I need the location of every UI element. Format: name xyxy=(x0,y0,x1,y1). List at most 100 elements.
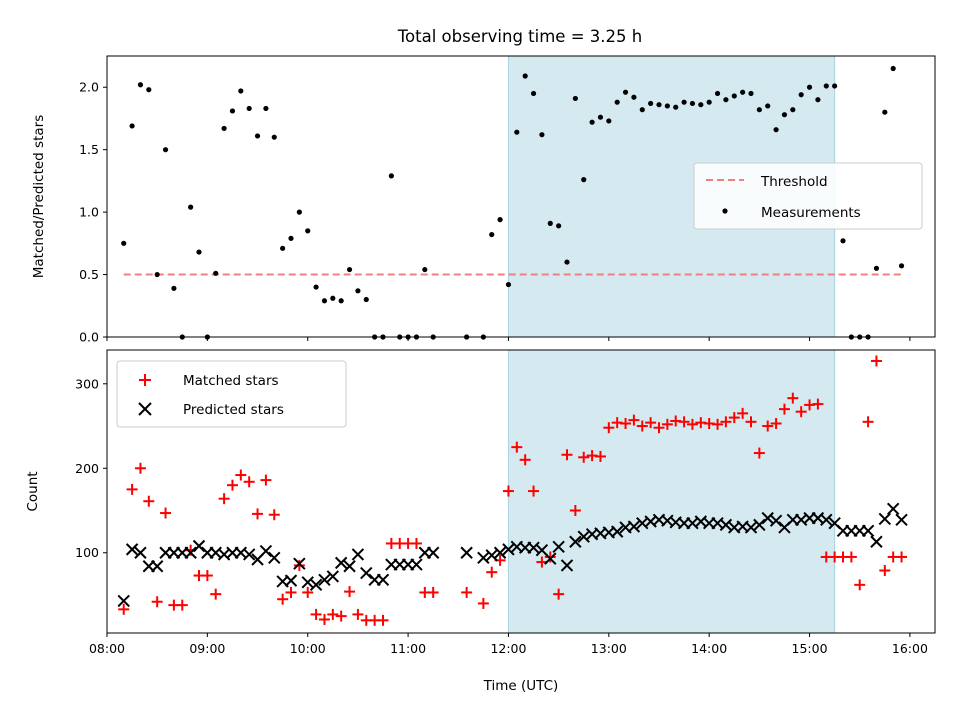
measurement-point xyxy=(146,87,152,93)
matched-star-point xyxy=(335,610,347,622)
bottom-observing-window-band xyxy=(507,349,836,634)
measurement-point xyxy=(714,90,721,97)
measurement-point xyxy=(606,118,612,124)
predicted-star-point xyxy=(627,520,641,533)
matched-star-point xyxy=(653,422,665,434)
matched-star-point xyxy=(268,509,280,521)
measurement-point xyxy=(731,93,737,99)
top-y-ticks: 0.0 0.5 1.0 1.5 2.0 xyxy=(79,80,107,345)
matched-star-point xyxy=(778,403,790,415)
legend-measurements-label: Measurements xyxy=(761,205,861,221)
matched-star-point xyxy=(553,588,565,600)
measurement-point xyxy=(706,99,712,105)
matched-star-point xyxy=(737,407,749,419)
top-y-axis-label: Matched/Predicted stars xyxy=(31,115,47,278)
predicted-star-point xyxy=(493,546,507,559)
measurement-point xyxy=(497,217,503,223)
predicted-star-point xyxy=(184,546,197,559)
legend-matched-label: Matched stars xyxy=(183,373,279,389)
bottom-y-axis-label: Count xyxy=(25,471,41,511)
matched-star-point xyxy=(134,462,146,474)
matched-star-point xyxy=(712,418,724,430)
predicted-star-point xyxy=(125,543,139,556)
predicted-stars-points-group xyxy=(117,502,908,608)
predicted-star-point xyxy=(502,543,515,556)
matched-star-point xyxy=(126,483,138,495)
top-x-ticks xyxy=(106,337,911,341)
predicted-star-point xyxy=(460,546,473,559)
predicted-star-point xyxy=(334,556,348,570)
predicted-star-point xyxy=(719,518,733,532)
matched-star-point xyxy=(511,441,523,453)
matched-star-point xyxy=(879,564,891,576)
predicted-star-point xyxy=(820,513,833,527)
matched-star-point xyxy=(410,537,422,549)
matched-star-point xyxy=(486,566,498,578)
matched-star-point xyxy=(277,593,289,605)
matched-star-point xyxy=(770,417,782,429)
top-y-tick-label: 0.5 xyxy=(79,267,99,282)
predicted-star-point xyxy=(552,540,565,554)
matched-star-point xyxy=(728,412,740,424)
measurement-point xyxy=(539,132,545,138)
matched-star-point xyxy=(327,608,339,620)
matched-star-point xyxy=(477,597,489,609)
matched-star-point xyxy=(344,586,356,598)
measurement-point xyxy=(790,107,796,113)
predicted-star-point xyxy=(878,512,892,526)
top-y-tick-label: 0.0 xyxy=(79,330,99,345)
legend-threshold-label: Threshold xyxy=(760,174,828,190)
matched-star-point xyxy=(787,392,799,404)
predicted-star-point xyxy=(268,551,281,565)
measurement-point xyxy=(765,103,771,109)
predicted-star-point xyxy=(117,594,130,608)
measurement-point xyxy=(597,114,604,120)
matched-star-point xyxy=(569,505,581,517)
measurement-point xyxy=(589,119,595,125)
x-tick-label: 13:00 xyxy=(591,641,627,656)
predicted-star-point xyxy=(309,578,323,592)
predicted-star-point xyxy=(610,525,624,538)
matched-star-point xyxy=(544,551,556,563)
top-legend: Threshold Measurements xyxy=(693,162,923,230)
matched-star-point xyxy=(862,416,874,428)
legend-predicted-label: Predicted stars xyxy=(183,402,284,418)
x-tick-label: 09:00 xyxy=(189,641,225,656)
matched-star-point xyxy=(812,398,824,410)
measurement-point xyxy=(154,271,160,278)
predicted-star-point xyxy=(284,574,298,587)
measurement-point xyxy=(288,235,294,241)
x-tick-label: 12:00 xyxy=(490,641,526,656)
predicted-star-point xyxy=(242,548,256,561)
bottom-y-tick-label: 100 xyxy=(75,545,99,560)
measurement-point xyxy=(572,95,578,102)
matched-star-point xyxy=(176,599,188,611)
measurement-point xyxy=(213,270,219,276)
measurement-point xyxy=(489,231,495,238)
measurement-point xyxy=(873,265,880,271)
measurement-point xyxy=(823,83,829,89)
bottom-y-tick-label: 200 xyxy=(75,461,99,476)
legend-predicted-swatch xyxy=(138,402,152,416)
matched-star-point xyxy=(870,355,882,367)
predicted-star-point xyxy=(744,521,758,534)
matched-star-point xyxy=(243,476,255,488)
matched-star-point xyxy=(502,485,514,497)
matched-star-point xyxy=(603,422,615,434)
x-tick-label: 16:00 xyxy=(892,641,928,656)
measurement-point xyxy=(296,209,302,215)
matched-star-point xyxy=(260,474,272,486)
measurement-point xyxy=(781,112,788,118)
matched-star-point xyxy=(235,469,247,481)
predicted-star-point xyxy=(527,541,540,554)
measurement-point xyxy=(338,298,344,304)
matched-star-point xyxy=(461,586,473,598)
measurement-point xyxy=(547,220,553,226)
predicted-star-point xyxy=(544,552,557,565)
matched-star-point xyxy=(293,559,305,571)
matched-star-point xyxy=(151,596,163,608)
matched-star-point xyxy=(661,418,673,430)
measurement-point xyxy=(137,82,144,88)
measurement-point xyxy=(798,92,804,98)
